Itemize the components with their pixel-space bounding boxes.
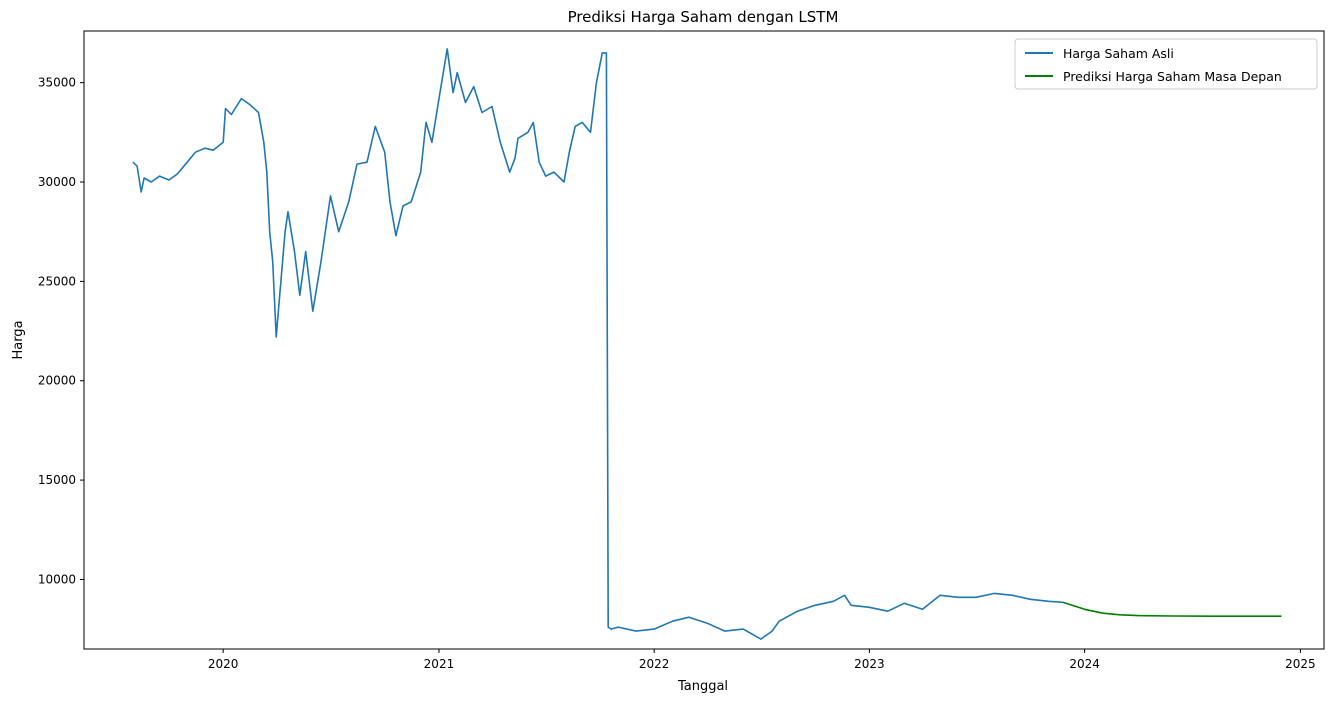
legend-box [1014,38,1318,90]
series-line-0 [132,48,1063,640]
y-tick-label: 25000 [38,274,76,288]
legend: Harga Saham Asli Prediksi Harga Saham Ma… [1014,38,1318,90]
legend-label-prediksi: Prediksi Harga Saham Masa Depan [1063,69,1282,84]
plot-frame [83,30,1325,650]
x-tick-label: 2023 [854,657,885,671]
y-tick-label: 35000 [38,76,76,90]
y-tick-label: 20000 [38,374,76,388]
x-tick-label: 2020 [208,657,239,671]
x-tick-label: 2024 [1069,657,1100,671]
x-tick-label: 2025 [1285,657,1316,671]
x-tick-label: 2022 [639,657,670,671]
legend-label-harga-saham-asli: Harga Saham Asli [1063,46,1174,61]
y-tick-label: 30000 [38,175,76,189]
y-axis-label: Harga [11,320,26,359]
x-tick-label: 2021 [424,657,455,671]
chart-title: Prediksi Harga Saham dengan LSTM [568,8,839,26]
series-line-1 [1062,601,1282,617]
y-tick-label: 10000 [38,572,76,586]
y-tick-label: 15000 [38,473,76,487]
x-axis-label: Tanggal [677,679,728,694]
